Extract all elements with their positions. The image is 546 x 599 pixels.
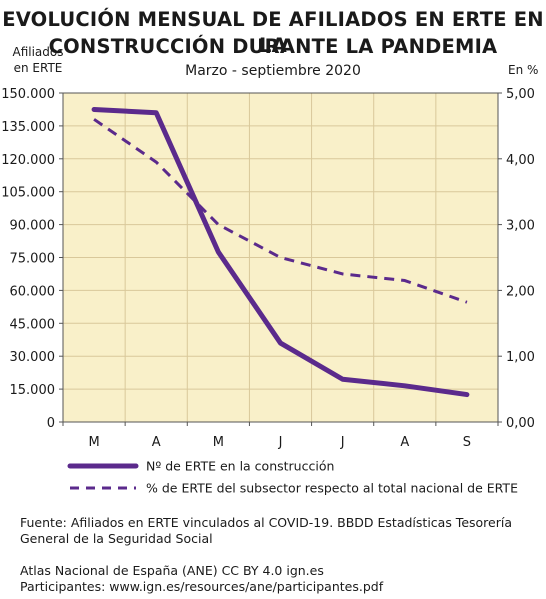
left-tick-label: 0 (47, 416, 55, 431)
left-tick-label: 45.000 (10, 317, 56, 332)
atlas-credit-line-2: Participantes: www.ign.es/resources/ane/… (20, 579, 384, 594)
x-tick-label: J (340, 435, 345, 450)
chart-title-line-2: CONSTRUCCIÓN DURANTE LA PANDEMIA (48, 35, 498, 58)
left-tick-label: 15.000 (10, 383, 56, 398)
left-tick-label: 90.000 (10, 219, 56, 234)
left-tick-label: 150.000 (1, 87, 55, 102)
series-lines (91, 106, 470, 398)
legend: Nº de ERTE en la construcción % de ERTE d… (67, 459, 518, 496)
right-tick-label: 1,00 (506, 350, 535, 365)
left-tick-label: 60.000 (10, 284, 56, 299)
right-tick-label: 0,00 (506, 416, 535, 431)
x-tick-label: M (213, 435, 224, 450)
chart-title-line-1: EVOLUCIÓN MENSUAL DE AFILIADOS EN ERTE E… (2, 8, 544, 57)
left-tick-label: 105.000 (1, 186, 55, 201)
legend-label-percent: % de ERTE del subsector respecto al tota… (146, 481, 518, 496)
legend-label-count: Nº de ERTE en la construcción (146, 459, 334, 474)
left-axis-title-line-1: Afiliados (12, 45, 64, 59)
x-tick-label: A (152, 435, 161, 450)
right-tick-label: 5,00 (506, 87, 535, 102)
grid-lines (63, 93, 498, 422)
right-tick-label: 2,00 (506, 284, 535, 299)
x-tick-label: J (278, 435, 283, 450)
left-axis-title: Afiliados en ERTE (8, 44, 68, 76)
x-tick-label: A (400, 435, 409, 450)
x-tick-label: M (88, 435, 99, 450)
left-tick-label: 75.000 (10, 252, 56, 267)
left-axis-title-line-2: en ERTE (13, 61, 63, 75)
right-tick-label: 3,00 (506, 219, 535, 234)
x-tick-label: S (463, 435, 471, 450)
right-axis-title: En % (508, 63, 539, 77)
left-axis-ticks: 0 15.000 30.000 45.000 60.000 75.000 90.000 105… (1, 87, 63, 431)
right-axis-ticks: 0,00 1,00 2,00 3,00 4,00 5,00 (498, 87, 535, 431)
left-tick-label: 30.000 (10, 350, 56, 365)
left-tick-label: 135.000 (1, 120, 55, 135)
atlas-credit-line-1: Atlas Nacional de España (ANE) CC BY 4.0… (20, 563, 324, 578)
left-tick-label: 120.000 (1, 153, 55, 168)
right-tick-label: 4,00 (506, 153, 535, 168)
chart-subtitle: Marzo - septiembre 2020 (185, 63, 361, 79)
source-note-line-1: Fuente: Afiliados en ERTE vinculados al … (20, 515, 512, 530)
source-note-line-2: General de la Seguridad Social (20, 531, 213, 546)
